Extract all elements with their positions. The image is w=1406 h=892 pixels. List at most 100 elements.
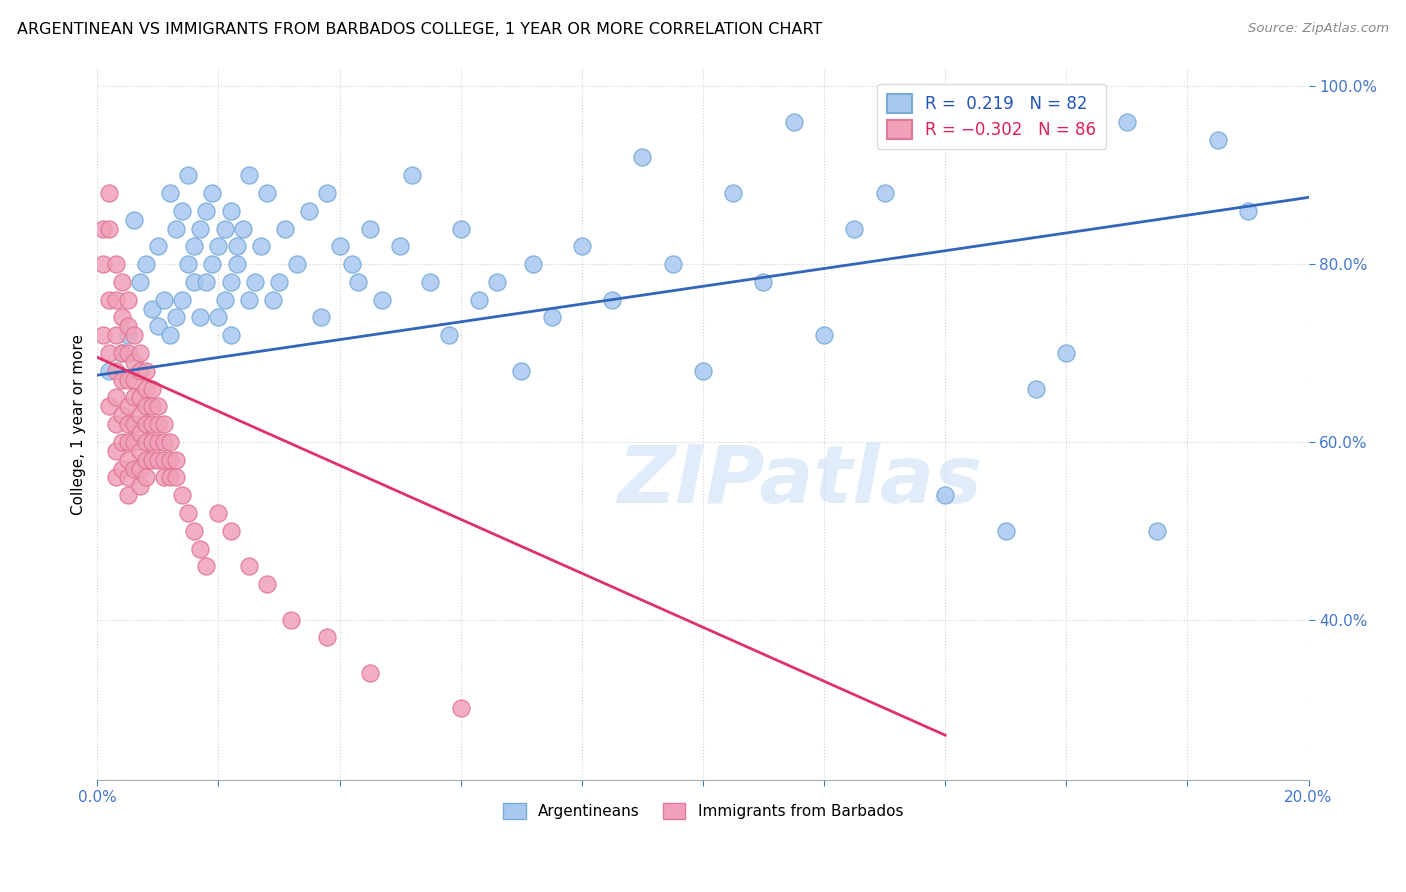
Point xyxy=(141,417,163,431)
Point xyxy=(934,488,956,502)
Point xyxy=(274,221,297,235)
Point xyxy=(141,452,163,467)
Point xyxy=(128,364,150,378)
Point xyxy=(359,665,381,680)
Point xyxy=(98,399,121,413)
Point xyxy=(389,239,412,253)
Point xyxy=(141,434,163,449)
Point xyxy=(122,355,145,369)
Point xyxy=(98,186,121,200)
Point xyxy=(232,221,254,235)
Point xyxy=(146,399,169,413)
Point xyxy=(146,434,169,449)
Point xyxy=(219,328,242,343)
Point xyxy=(256,577,278,591)
Point xyxy=(104,293,127,307)
Point xyxy=(177,168,200,182)
Point xyxy=(128,346,150,360)
Point xyxy=(110,310,132,325)
Point xyxy=(159,470,181,484)
Point xyxy=(250,239,273,253)
Point xyxy=(146,239,169,253)
Point xyxy=(692,364,714,378)
Point xyxy=(135,382,157,396)
Point xyxy=(141,301,163,316)
Point xyxy=(183,524,205,538)
Point xyxy=(183,275,205,289)
Point xyxy=(238,559,260,574)
Point xyxy=(135,364,157,378)
Point xyxy=(104,443,127,458)
Text: Source: ZipAtlas.com: Source: ZipAtlas.com xyxy=(1249,22,1389,36)
Point xyxy=(437,328,460,343)
Point xyxy=(207,310,229,325)
Point xyxy=(153,417,176,431)
Point xyxy=(1025,382,1047,396)
Point xyxy=(135,452,157,467)
Point xyxy=(201,257,224,271)
Point xyxy=(128,408,150,422)
Point xyxy=(172,203,194,218)
Point xyxy=(110,373,132,387)
Point xyxy=(340,257,363,271)
Point xyxy=(117,319,139,334)
Point xyxy=(141,399,163,413)
Point xyxy=(311,310,333,325)
Point xyxy=(122,391,145,405)
Point xyxy=(195,275,218,289)
Point xyxy=(98,293,121,307)
Point xyxy=(104,364,127,378)
Point xyxy=(104,470,127,484)
Text: ARGENTINEAN VS IMMIGRANTS FROM BARBADOS COLLEGE, 1 YEAR OR MORE CORRELATION CHAR: ARGENTINEAN VS IMMIGRANTS FROM BARBADOS … xyxy=(17,22,823,37)
Point xyxy=(172,293,194,307)
Point xyxy=(159,452,181,467)
Point xyxy=(783,115,806,129)
Point xyxy=(117,470,139,484)
Point xyxy=(110,461,132,475)
Point xyxy=(93,328,115,343)
Point xyxy=(195,559,218,574)
Point xyxy=(419,275,441,289)
Point xyxy=(165,310,187,325)
Point xyxy=(243,275,266,289)
Point xyxy=(600,293,623,307)
Point xyxy=(135,470,157,484)
Point xyxy=(450,701,472,715)
Point xyxy=(188,541,211,556)
Point xyxy=(128,275,150,289)
Point xyxy=(316,631,339,645)
Point xyxy=(128,461,150,475)
Point xyxy=(128,425,150,440)
Point xyxy=(135,417,157,431)
Point xyxy=(285,257,308,271)
Point xyxy=(110,408,132,422)
Point xyxy=(104,391,127,405)
Point xyxy=(214,293,236,307)
Point xyxy=(188,221,211,235)
Point xyxy=(93,257,115,271)
Point xyxy=(225,239,247,253)
Point xyxy=(813,328,835,343)
Point xyxy=(873,186,896,200)
Point xyxy=(135,257,157,271)
Point xyxy=(122,328,145,343)
Point xyxy=(177,257,200,271)
Point xyxy=(122,212,145,227)
Point xyxy=(153,452,176,467)
Point xyxy=(104,417,127,431)
Point xyxy=(316,186,339,200)
Point xyxy=(117,373,139,387)
Point xyxy=(401,168,423,182)
Point xyxy=(98,221,121,235)
Point xyxy=(135,399,157,413)
Point xyxy=(219,524,242,538)
Point xyxy=(117,293,139,307)
Point xyxy=(346,275,368,289)
Point xyxy=(256,186,278,200)
Point xyxy=(117,434,139,449)
Point xyxy=(661,257,683,271)
Point xyxy=(98,364,121,378)
Point xyxy=(110,346,132,360)
Point xyxy=(1115,115,1137,129)
Point xyxy=(117,346,139,360)
